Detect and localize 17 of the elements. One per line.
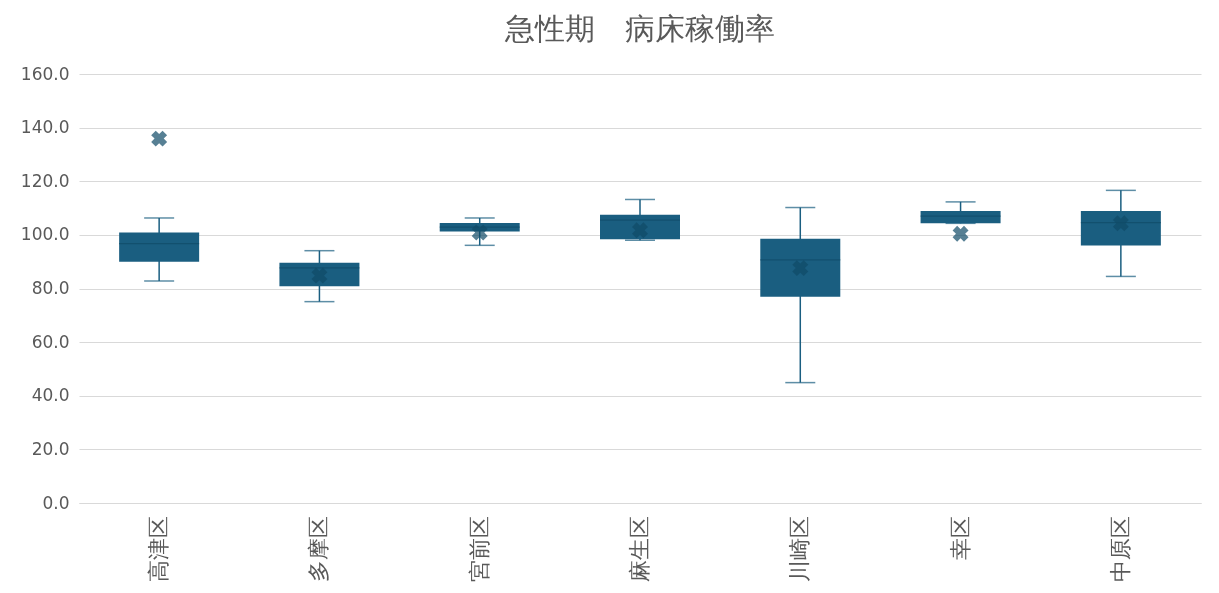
x-tick-label: 川崎区 [787, 515, 813, 582]
y-tick-label: 60.0 [31, 331, 70, 352]
chart-title: 急性期 病床稼働率 [504, 11, 775, 46]
y-tick-label: 80.0 [31, 278, 70, 298]
y-tick-label: 0.0 [42, 492, 70, 513]
x-tick-label: 中原区 [1107, 515, 1133, 582]
x-tick-label: 多摩区 [306, 515, 332, 582]
y-tick-label: 20.0 [31, 438, 70, 459]
x-tick-label: 高津区 [146, 515, 172, 582]
x-tick-label: 宮前区 [466, 515, 492, 582]
x-tick-label: 麻生区 [627, 515, 652, 582]
y-tick-label: 40.0 [31, 385, 70, 406]
y-tick-label: 120.0 [20, 170, 70, 191]
y-tick-label: 140.0 [20, 117, 70, 138]
x-tick-label: 幸区 [947, 515, 973, 560]
y-tick-label: 100.0 [20, 224, 70, 245]
y-tick-label: 160.0 [20, 63, 70, 84]
